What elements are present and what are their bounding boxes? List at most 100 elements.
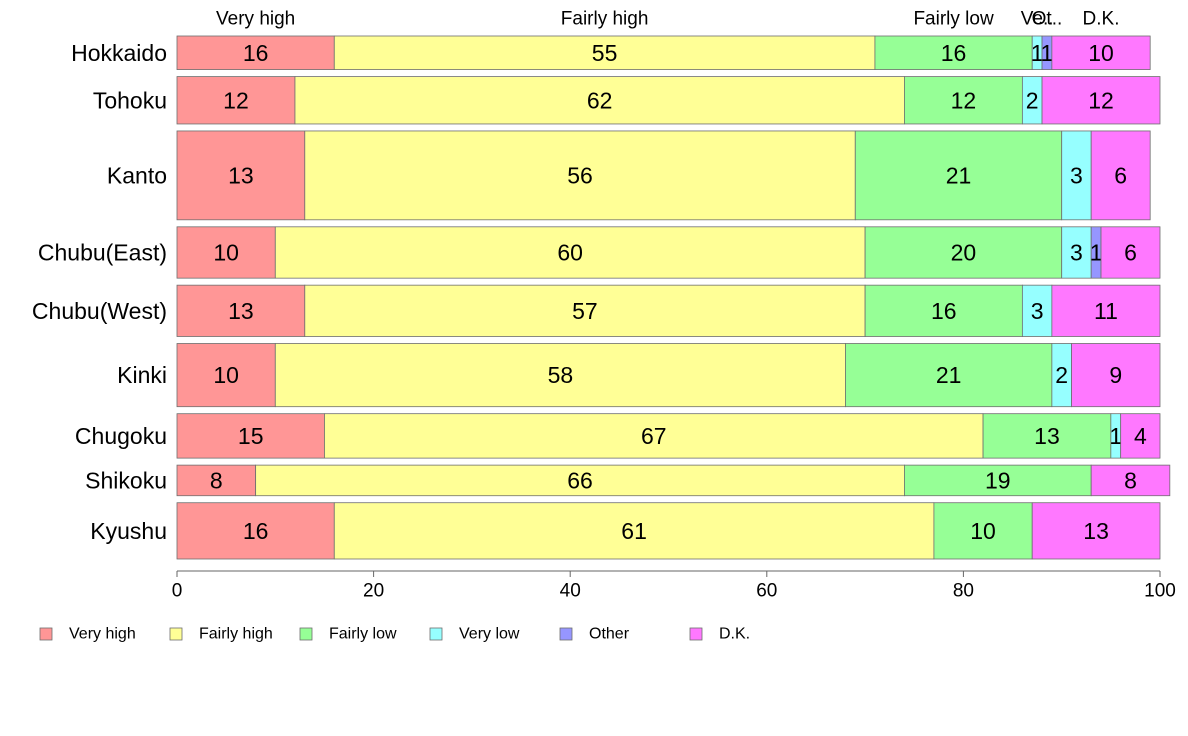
row-label-kanto: Kanto bbox=[107, 162, 167, 188]
top-label-other: Ot.. bbox=[1032, 9, 1063, 30]
bar-value-label-chubu-east-fairly-low: 20 bbox=[951, 239, 977, 265]
top-label-fairly-high: Fairly high bbox=[561, 9, 649, 30]
row-label-shikoku: Shikoku bbox=[85, 467, 167, 493]
bar-value-label-chubu-west-very-low: 3 bbox=[1031, 298, 1044, 324]
bar-segment-chugoku-fairly-high bbox=[324, 413, 984, 459]
bar-value-label-kanto-d-k: 6 bbox=[1114, 162, 1127, 188]
bar-row-kanto: 13 56 21 3 6 bbox=[176, 130, 1151, 221]
bar-value-label-chubu-east-very-low: 3 bbox=[1070, 239, 1083, 265]
x-tick-label-100: 100 bbox=[1144, 581, 1176, 602]
x-tick-label-20: 20 bbox=[363, 581, 384, 602]
top-label-fairly-low: Fairly low bbox=[913, 9, 994, 30]
legend-label-other: Other bbox=[589, 626, 630, 643]
legend-swatch-d-k bbox=[689, 627, 703, 641]
bar-segment-kanto-very-high bbox=[176, 130, 306, 221]
bar-value-label-tohoku-very-high: 12 bbox=[223, 87, 249, 113]
legend-label-very-low: Very low bbox=[459, 626, 520, 643]
legend-item-fairly-low: Fairly low bbox=[299, 626, 397, 643]
bar-value-label-chubu-east-other: 1 bbox=[1090, 239, 1103, 265]
legend-item-very-low: Very low bbox=[429, 626, 520, 643]
top-label-very-low: Ve.. bbox=[1021, 9, 1054, 30]
bar-segment-chubu-east-fairly-high bbox=[274, 226, 866, 279]
row-label-hokkaido: Hokkaido bbox=[71, 40, 167, 66]
bar-value-label-chubu-east-very-high: 10 bbox=[213, 239, 239, 265]
top-label-very-high: Very high bbox=[216, 9, 295, 30]
legend-item-d-k: D.K. bbox=[689, 626, 750, 643]
legend-label-d-k: D.K. bbox=[719, 626, 750, 643]
bar-value-label-chugoku-fairly-high: 67 bbox=[641, 423, 667, 449]
bar-segment-chubu-west-fairly-low bbox=[864, 284, 1023, 337]
top-label-d-k: D.K. bbox=[1083, 9, 1120, 30]
bar-value-label-hokkaido-very-low: 1 bbox=[1031, 40, 1044, 66]
bar-value-label-chugoku-very-low: 1 bbox=[1109, 423, 1122, 449]
row-label-chubu-east: Chubu(East) bbox=[38, 239, 167, 265]
bar-segment-shikoku-fairly-low bbox=[904, 464, 1092, 497]
bar-value-label-hokkaido-fairly-low: 16 bbox=[941, 40, 967, 66]
bar-value-label-hokkaido-very-high: 16 bbox=[243, 40, 269, 66]
bar-row-kinki: 10 58 21 2 9 bbox=[176, 343, 1161, 408]
bar-segment-hokkaido-very-high bbox=[176, 35, 335, 70]
legend-label-very-high: Very high bbox=[69, 626, 136, 643]
row-label-kyushu: Kyushu bbox=[90, 518, 167, 544]
bar-row-chubu-east: 10 60 20 3 1 6 bbox=[176, 226, 1161, 279]
row-label-tohoku: Tohoku bbox=[93, 87, 167, 113]
bar-row-chubu-west: 13 57 16 3 11 bbox=[176, 284, 1161, 337]
bar-segment-chubu-west-very-low bbox=[1021, 284, 1053, 337]
bar-segment-chugoku-very-high bbox=[176, 413, 325, 459]
legend-swatch-other bbox=[559, 627, 573, 641]
bar-value-label-kinki-fairly-low: 21 bbox=[936, 362, 962, 388]
bar-segment-kinki-d-k bbox=[1071, 343, 1161, 408]
bar-segment-hokkaido-fairly-high bbox=[333, 35, 876, 70]
bar-segment-tohoku-fairly-low bbox=[904, 76, 1023, 125]
x-tick-label-40: 40 bbox=[560, 581, 581, 602]
bar-segment-chubu-east-very-low bbox=[1061, 226, 1092, 279]
x-tick-label-0: 0 bbox=[172, 581, 183, 602]
row-labels: Hokkaido Tohoku Kanto Chubu(East) Chubu(West… bbox=[32, 40, 167, 544]
legend-label-fairly-high: Fairly high bbox=[199, 626, 273, 643]
bar-segment-chubu-east-very-high bbox=[176, 226, 276, 279]
bar-segment-kinki-very-high bbox=[176, 343, 276, 408]
bar-value-label-kanto-fairly-high: 56 bbox=[567, 162, 593, 188]
bar-value-label-hokkaido-fairly-high: 55 bbox=[592, 40, 618, 66]
bar-value-label-chugoku-d-k: 4 bbox=[1134, 423, 1147, 449]
bar-row-hokkaido: 16 55 16 11 10 bbox=[176, 35, 1151, 70]
bar-value-label-chubu-west-fairly-low: 16 bbox=[931, 298, 957, 324]
bar-value-label-kyushu-fairly-low: 10 bbox=[970, 518, 996, 544]
bar-segment-hokkaido-d-k bbox=[1051, 35, 1151, 70]
bar-value-label-chubu-west-fairly-high: 57 bbox=[572, 298, 598, 324]
bar-segment-tohoku-very-high bbox=[176, 76, 296, 125]
legend-item-very-high: Very high bbox=[39, 626, 136, 643]
row-label-chugoku: Chugoku bbox=[75, 423, 167, 449]
bar-value-label-kinki-very-high: 10 bbox=[213, 362, 239, 388]
bar-row-shikoku: 8 66 19 8 bbox=[176, 464, 1171, 497]
bar-value-label-kanto-very-low: 3 bbox=[1070, 162, 1083, 188]
legend-item-other: Other bbox=[559, 626, 630, 643]
bar-value-label-hokkaido-d-k: 10 bbox=[1088, 40, 1114, 66]
bar-segment-chubu-west-fairly-high bbox=[304, 284, 866, 337]
bar-segment-kanto-very-low bbox=[1061, 130, 1092, 221]
legend-swatch-very-high bbox=[39, 627, 53, 641]
bar-segment-kinki-fairly-low bbox=[845, 343, 1053, 408]
bar-value-label-kanto-very-high: 13 bbox=[228, 162, 254, 188]
bar-value-label-chugoku-fairly-low: 13 bbox=[1034, 423, 1060, 449]
x-tick-label-60: 60 bbox=[756, 581, 777, 602]
bar-row-kyushu: 16 61 10 13 bbox=[176, 502, 1161, 560]
bar-value-label-kinki-very-low: 2 bbox=[1055, 362, 1068, 388]
legend-label-fairly-low: Fairly low bbox=[329, 626, 397, 643]
bar-segment-kyushu-d-k bbox=[1031, 502, 1161, 560]
bar-segment-chubu-east-fairly-low bbox=[864, 226, 1063, 279]
bar-segment-tohoku-d-k bbox=[1041, 76, 1161, 125]
bar-value-label-tohoku-fairly-low: 12 bbox=[951, 87, 977, 113]
bar-segment-chubu-west-d-k bbox=[1051, 284, 1161, 337]
bar-row-chugoku: 15 67 13 1 4 bbox=[176, 413, 1161, 459]
bar-value-label-tohoku-d-k: 12 bbox=[1088, 87, 1114, 113]
bar-value-label-kinki-fairly-high: 58 bbox=[548, 362, 574, 388]
bar-value-label-chubu-west-very-high: 13 bbox=[228, 298, 254, 324]
bar-segment-chubu-west-very-high bbox=[176, 284, 306, 337]
bar-segment-kyushu-fairly-high bbox=[333, 502, 935, 560]
bar-segment-hokkaido-fairly-low bbox=[874, 35, 1033, 70]
bar-value-label-chubu-east-d-k: 6 bbox=[1124, 239, 1137, 265]
bar-value-label-chubu-east-fairly-high: 60 bbox=[557, 239, 583, 265]
bar-segment-kanto-fairly-low bbox=[854, 130, 1063, 221]
